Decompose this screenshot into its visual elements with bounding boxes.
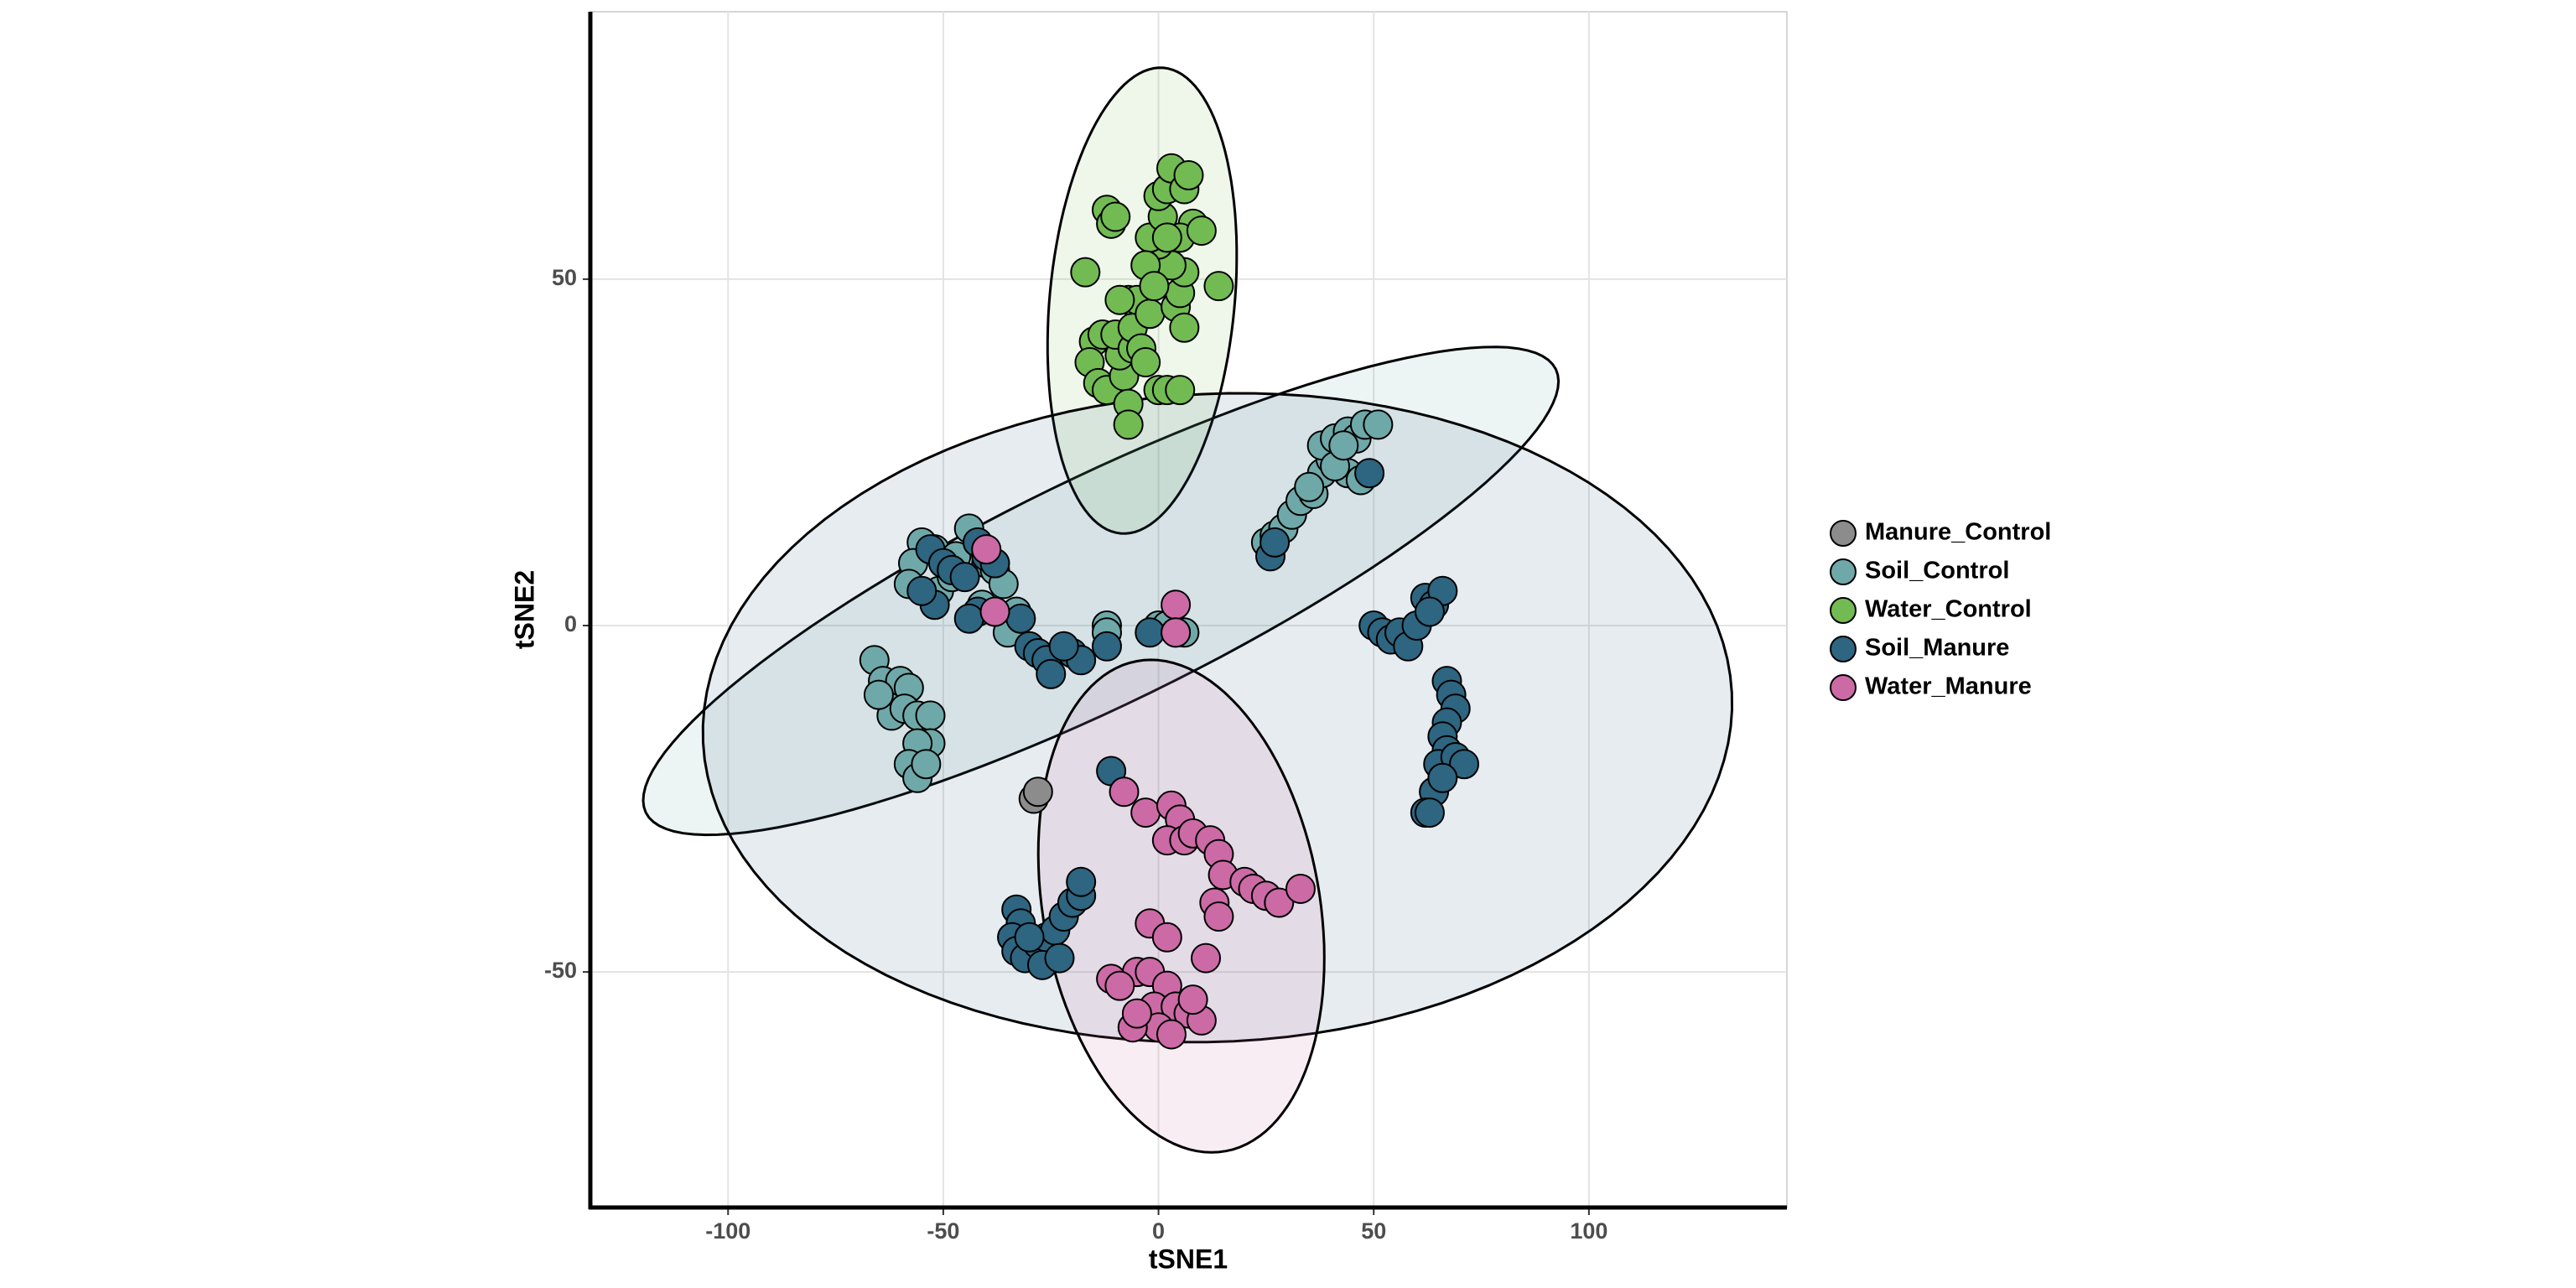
x-tick-label: 100 (1570, 1218, 1607, 1244)
point (1139, 271, 1170, 302)
point (1005, 603, 1036, 634)
point (1186, 216, 1217, 247)
point (1177, 984, 1208, 1015)
point (1259, 527, 1291, 558)
point (979, 596, 1010, 627)
point (1151, 922, 1182, 953)
point (906, 575, 937, 606)
point (1121, 998, 1152, 1029)
point (1022, 776, 1053, 808)
point (1264, 887, 1295, 918)
y-tick-label: 0 (564, 611, 577, 636)
legend-label: Manure_Control (1865, 519, 2051, 546)
point (1044, 943, 1075, 974)
point (953, 603, 984, 634)
point (1070, 257, 1101, 288)
x-tick-label: 0 (1152, 1218, 1165, 1244)
point (1354, 458, 1385, 489)
point (1156, 1019, 1187, 1050)
point (1104, 284, 1135, 315)
point (1113, 409, 1144, 440)
legend-marker (1830, 674, 1857, 701)
point (1203, 901, 1234, 932)
point (863, 679, 894, 710)
point (1100, 201, 1131, 232)
point (1328, 430, 1359, 461)
y-tick-label: 50 (552, 265, 577, 290)
point (911, 749, 942, 780)
point (1135, 299, 1166, 330)
point (971, 534, 1002, 565)
point (1285, 873, 1316, 904)
point (1191, 943, 1222, 974)
legend-label: Water_Control (1865, 596, 2032, 623)
y-axis-title: tSNE2 (509, 570, 539, 649)
point (1294, 471, 1325, 502)
legend-marker (1830, 558, 1857, 585)
x-tick-label: 50 (1361, 1218, 1386, 1244)
point (949, 562, 980, 593)
point (915, 700, 946, 731)
point (1414, 797, 1445, 828)
point (1135, 617, 1166, 648)
y-tick-label: -50 (544, 958, 577, 983)
point (1130, 347, 1161, 378)
point (1036, 658, 1067, 689)
legend-marker (1830, 597, 1857, 624)
point (1109, 776, 1140, 808)
legend-marker (1830, 520, 1857, 547)
point (1203, 271, 1234, 302)
point (1091, 631, 1122, 662)
point (1014, 922, 1045, 953)
point (1414, 596, 1445, 627)
x-tick-label: -50 (927, 1218, 959, 1244)
point (1169, 312, 1200, 343)
point (1161, 589, 1192, 621)
point (1427, 762, 1458, 793)
point (1165, 375, 1196, 406)
point (1048, 631, 1079, 662)
x-axis-title: tSNE1 (1149, 1244, 1228, 1274)
x-tick-label: -100 (705, 1218, 750, 1244)
legend-label: Water_Manure (1865, 673, 2032, 700)
point (1130, 797, 1161, 828)
legend-label: Soil_Control (1865, 558, 2009, 584)
point (1161, 617, 1192, 648)
legend-label: Soil_Manure (1865, 635, 2009, 662)
point (1173, 159, 1204, 190)
point (1104, 970, 1135, 1001)
point (1066, 866, 1097, 897)
legend-marker (1830, 636, 1857, 662)
point (1449, 749, 1480, 780)
point (1151, 222, 1182, 253)
point (1363, 409, 1394, 440)
